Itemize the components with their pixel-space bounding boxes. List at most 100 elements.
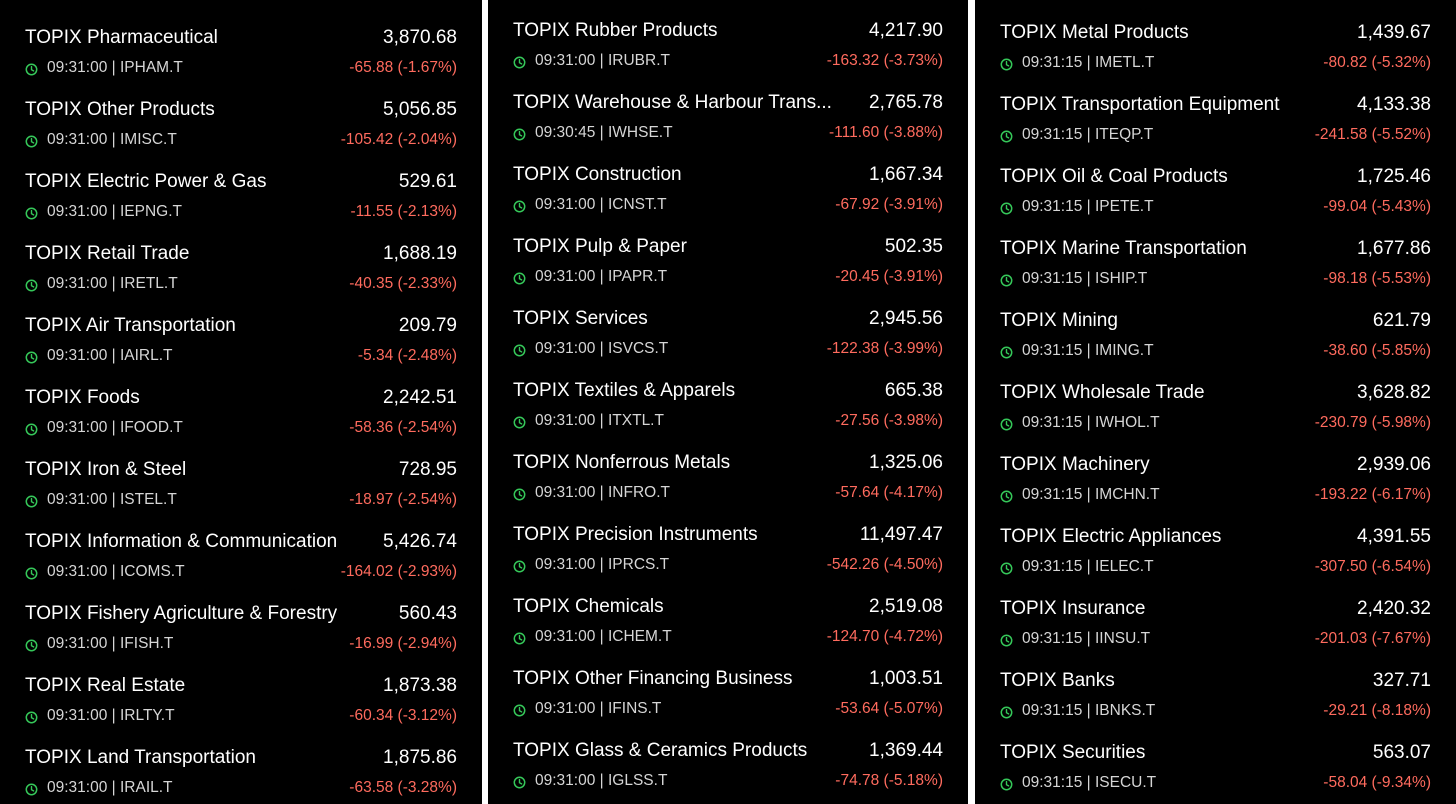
quote-row[interactable]: TOPIX Electric Appliances 4,391.55 09:31… (975, 519, 1456, 591)
quote-row[interactable]: TOPIX Pharmaceutical 3,870.68 09:31:00 |… (0, 20, 482, 92)
quote-row[interactable]: TOPIX Insurance 2,420.32 09:31:15 | IINS… (975, 591, 1456, 663)
clock-icon (1000, 345, 1013, 358)
quote-meta: 09:31:00 | IPRCS.T (513, 555, 669, 575)
quote-row[interactable]: TOPIX Warehouse & Harbour Trans... 2,765… (488, 85, 968, 157)
quote-row[interactable]: TOPIX Other Products 5,056.85 09:31:00 |… (0, 92, 482, 164)
meta-separator: | (1082, 270, 1095, 287)
index-name: TOPIX Other Financing Business (513, 668, 793, 689)
clock-icon (513, 775, 526, 788)
quote-time: 09:31:00 (535, 772, 596, 789)
quote-row[interactable]: TOPIX Land Transportation 1,875.86 09:31… (0, 740, 482, 804)
quote-row[interactable]: TOPIX Other Financing Business 1,003.51 … (488, 661, 968, 733)
price-change: -27.56 (-3.98%) (835, 412, 943, 429)
quote-time: 09:31:00 (535, 268, 596, 285)
index-name: TOPIX Information & Communication (25, 531, 338, 552)
index-name: TOPIX Metal Products (1000, 22, 1189, 43)
meta-separator: | (595, 628, 608, 645)
quote-meta: 09:31:00 | INFRO.T (513, 483, 670, 503)
quote-row[interactable]: TOPIX Real Estate 1,873.38 09:31:00 | IR… (0, 668, 482, 740)
quote-time: 09:31:00 (47, 131, 108, 148)
price-change: -58.04 (-9.34%) (1323, 774, 1431, 791)
ticker-code: ITXTL.T (607, 412, 664, 429)
quote-row[interactable]: TOPIX Electric Power & Gas 529.61 09:31:… (0, 164, 482, 236)
quote-row[interactable]: TOPIX Chemicals 2,519.08 09:31:00 | ICHE… (488, 589, 968, 661)
quote-row[interactable]: TOPIX Glass & Ceramics Products 1,369.44… (488, 733, 968, 804)
ticker-code: ISECU.T (1094, 774, 1157, 791)
quote-time: 09:31:00 (535, 196, 596, 213)
index-price: 5,426.74 (383, 531, 457, 552)
meta-separator: | (595, 412, 608, 429)
clock-icon (1000, 273, 1013, 286)
index-name: TOPIX Fishery Agriculture & Forestry (25, 603, 338, 624)
price-change: -542.26 (-4.50%) (826, 556, 943, 573)
index-name: TOPIX Banks (1000, 670, 1115, 691)
quote-row[interactable]: TOPIX Rubber Products 4,217.90 09:31:00 … (488, 13, 968, 85)
index-name: TOPIX Marine Transportation (1000, 238, 1247, 259)
clock-icon (513, 271, 526, 284)
clock-icon (25, 566, 38, 579)
price-change: -201.03 (-7.67%) (1314, 630, 1431, 647)
index-name: TOPIX Air Transportation (25, 315, 236, 336)
quote-meta: 09:30:45 | IWHSE.T (513, 123, 673, 143)
index-price: 2,939.06 (1357, 454, 1431, 475)
quote-row[interactable]: TOPIX Securities 563.07 09:31:15 | ISECU… (975, 735, 1456, 804)
quote-meta: 09:31:15 | ITEQP.T (1000, 125, 1153, 145)
quote-row[interactable]: TOPIX Nonferrous Metals 1,325.06 09:31:0… (488, 445, 968, 517)
quote-row[interactable]: TOPIX Services 2,945.56 09:31:00 | ISVCS… (488, 301, 968, 373)
clock-icon (1000, 489, 1013, 502)
quote-row[interactable]: TOPIX Construction 1,667.34 09:31:00 | I… (488, 157, 968, 229)
quote-row[interactable]: TOPIX Precision Instruments 11,497.47 09… (488, 517, 968, 589)
meta-separator: | (1082, 54, 1095, 71)
quote-row[interactable]: TOPIX Mining 621.79 09:31:15 | IMING.T -… (975, 303, 1456, 375)
quote-row[interactable]: TOPIX Marine Transportation 1,677.86 09:… (975, 231, 1456, 303)
quote-row[interactable]: TOPIX Information & Communication 5,426.… (0, 524, 482, 596)
price-change: -67.92 (-3.91%) (835, 196, 943, 213)
clock-icon (1000, 57, 1013, 70)
clock-icon (25, 638, 38, 651)
clock-icon (25, 782, 38, 795)
quote-time: 09:31:00 (47, 635, 108, 652)
price-change: -60.34 (-3.12%) (349, 707, 457, 724)
meta-separator: | (1082, 774, 1095, 791)
ticker-code: IFINS.T (607, 700, 662, 717)
quote-time: 09:31:00 (47, 707, 108, 724)
quote-row[interactable]: TOPIX Air Transportation 209.79 09:31:00… (0, 308, 482, 380)
price-change: -38.60 (-5.85%) (1323, 342, 1431, 359)
quote-row[interactable]: TOPIX Foods 2,242.51 09:31:00 | IFOOD.T … (0, 380, 482, 452)
quote-row[interactable]: TOPIX Textiles & Apparels 665.38 09:31:0… (488, 373, 968, 445)
index-name: TOPIX Land Transportation (25, 747, 256, 768)
index-price: 2,765.78 (869, 92, 943, 113)
quote-row[interactable]: TOPIX Transportation Equipment 4,133.38 … (975, 87, 1456, 159)
index-price: 1,369.44 (869, 740, 943, 761)
index-name: TOPIX Glass & Ceramics Products (513, 740, 808, 761)
quote-time: 09:31:00 (47, 779, 108, 796)
quote-meta: 09:31:00 | IGLSS.T (513, 771, 667, 791)
quote-meta: 09:31:15 | ISECU.T (1000, 773, 1156, 793)
ticker-code: IRLTY.T (119, 707, 175, 724)
index-price: 1,677.86 (1357, 238, 1431, 259)
quote-meta: 09:31:00 | IPHAM.T (25, 58, 183, 78)
quote-row[interactable]: TOPIX Metal Products 1,439.67 09:31:15 |… (975, 15, 1456, 87)
index-price: 1,003.51 (869, 668, 943, 689)
quote-row[interactable]: TOPIX Iron & Steel 728.95 09:31:00 | IST… (0, 452, 482, 524)
quote-row[interactable]: TOPIX Retail Trade 1,688.19 09:31:00 | I… (0, 236, 482, 308)
quote-row[interactable]: TOPIX Wholesale Trade 3,628.82 09:31:15 … (975, 375, 1456, 447)
price-change: -124.70 (-4.72%) (826, 628, 943, 645)
quote-row[interactable]: TOPIX Pulp & Paper 502.35 09:31:00 | IPA… (488, 229, 968, 301)
index-price: 1,725.46 (1357, 166, 1431, 187)
quote-row[interactable]: TOPIX Oil & Coal Products 1,725.46 09:31… (975, 159, 1456, 231)
quote-time: 09:31:15 (1022, 414, 1083, 431)
index-name: TOPIX Retail Trade (25, 243, 190, 264)
price-change: -98.18 (-5.53%) (1323, 270, 1431, 287)
meta-separator: | (1082, 558, 1095, 575)
quote-row[interactable]: TOPIX Banks 327.71 09:31:15 | IBNKS.T -2… (975, 663, 1456, 735)
index-price: 1,667.34 (869, 164, 943, 185)
quote-time: 09:31:00 (535, 628, 596, 645)
meta-separator: | (107, 275, 120, 292)
index-name: TOPIX Rubber Products (513, 20, 718, 41)
quote-row[interactable]: TOPIX Machinery 2,939.06 09:31:15 | IMCH… (975, 447, 1456, 519)
meta-separator: | (595, 340, 608, 357)
meta-separator: | (595, 484, 608, 501)
quote-row[interactable]: TOPIX Fishery Agriculture & Forestry 560… (0, 596, 482, 668)
clock-icon (25, 710, 38, 723)
